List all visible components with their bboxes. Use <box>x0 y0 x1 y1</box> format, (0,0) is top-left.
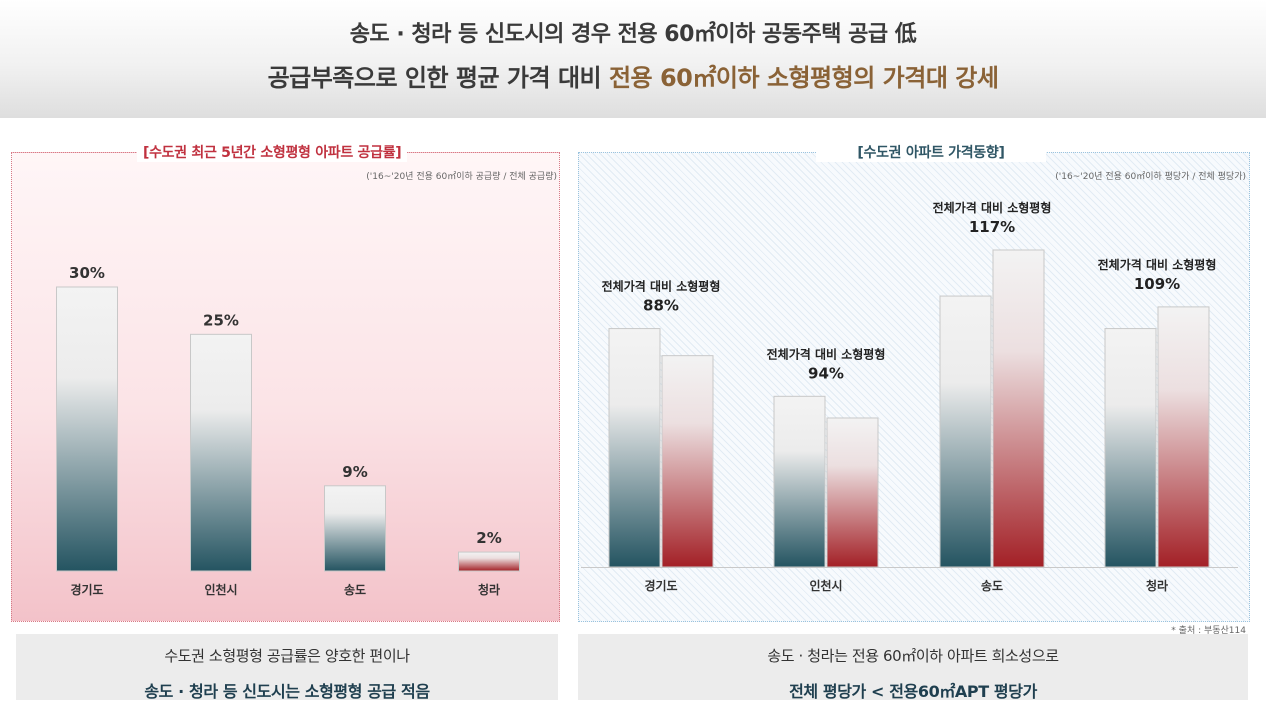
supply-value-label-2: 25% <box>203 311 239 329</box>
price-annotation-text-2: 전체가격 대비 소형평형 <box>767 346 886 361</box>
price-annotation-text-3: 전체가격 대비 소형평형 <box>933 200 1052 215</box>
price-footer-line2: 전체 평당가 < 전용60㎡APT 평당가 <box>789 682 1037 701</box>
price-ratio-label-1: 88% <box>643 297 679 315</box>
price-chart-title: [수도권 아파트 가격동향] <box>816 142 1046 162</box>
supply-category-label-4: 청라 <box>478 582 500 597</box>
price-category-label-2: 인천시 <box>809 578 842 593</box>
price-annotation-text-1: 전체가격 대비 소형평형 <box>602 279 721 294</box>
price-footer-line1: 송도 · 청라는 전용 60㎡이하 아파트 희소성으로 <box>767 647 1059 665</box>
price-chart-note: ('16~'20년 전용 60㎡이하 평당가 / 전체 평당가) <box>1055 172 1246 182</box>
supply-chart-title: [수도권 최근 5년간 소형평형 아파트 공급률] <box>137 142 408 162</box>
price-ratio-label-4: 109% <box>1134 275 1180 293</box>
price-bar-3-a <box>939 295 992 568</box>
headline-2: 공급부족으로 인한 평균 가격 대비 전용 60㎡이하 소형평형의 가격대 강세 <box>0 58 1266 93</box>
price-bar-2-b <box>826 417 879 568</box>
supply-value-label-1: 30% <box>69 264 105 282</box>
supply-chart-note: ('16~'20년 전용 60㎡이하 공급량 / 전체 공급량) <box>366 172 557 182</box>
supply-bar-2 <box>190 333 252 572</box>
price-category-label-4: 청라 <box>1146 578 1168 593</box>
headline-1: 송도 · 청라 등 신도시의 경우 전용 60㎡이하 공동주택 공급 低 <box>349 22 917 47</box>
price-bar-1-a <box>608 328 661 568</box>
headline-2-accent: 전용 60㎡이하 소형평형의 가격대 강세 <box>608 64 999 92</box>
price-footer: 송도 · 청라는 전용 60㎡이하 아파트 희소성으로 전체 평당가 < 전용6… <box>578 634 1248 701</box>
price-bar-2-a <box>773 395 826 568</box>
header-banner: 송도 · 청라 등 신도시의 경우 전용 60㎡이하 공동주택 공급 低 공급부… <box>0 0 1266 118</box>
price-category-label-1: 경기도 <box>644 578 677 593</box>
price-bar-4-b <box>1157 306 1210 568</box>
supply-footer: 수도권 소형평형 공급률은 양호한 편이나 송도 · 청라 등 신도시는 소형평… <box>16 634 558 701</box>
price-annotation-text-4: 전체가격 대비 소형평형 <box>1098 257 1217 272</box>
supply-category-label-2: 인천시 <box>204 582 237 597</box>
price-bar-1-b <box>661 355 714 568</box>
supply-bar-4 <box>458 551 520 572</box>
supply-bar-3 <box>324 485 386 572</box>
source-note: * 출처 : 부동산114 <box>1171 626 1246 636</box>
price-bar-3-b <box>992 249 1045 568</box>
price-ratio-label-3: 117% <box>969 218 1015 236</box>
supply-bar-1 <box>56 286 118 572</box>
price-category-label-3: 송도 <box>981 579 1003 593</box>
headline-2-prefix: 공급부족으로 인한 평균 가격 대비 <box>267 64 609 92</box>
price-ratio-label-2: 94% <box>808 364 844 382</box>
supply-category-label-3: 송도 <box>344 583 366 597</box>
supply-category-label-1: 경기도 <box>70 582 103 597</box>
supply-value-label-3: 9% <box>342 463 367 481</box>
supply-footer-line2: 송도 · 청라 등 신도시는 소형평형 공급 적음 <box>144 682 430 701</box>
supply-footer-line1: 수도권 소형평형 공급률은 양호한 편이나 <box>164 647 410 665</box>
price-bar-4-a <box>1104 328 1157 568</box>
supply-value-label-4: 2% <box>476 529 501 547</box>
